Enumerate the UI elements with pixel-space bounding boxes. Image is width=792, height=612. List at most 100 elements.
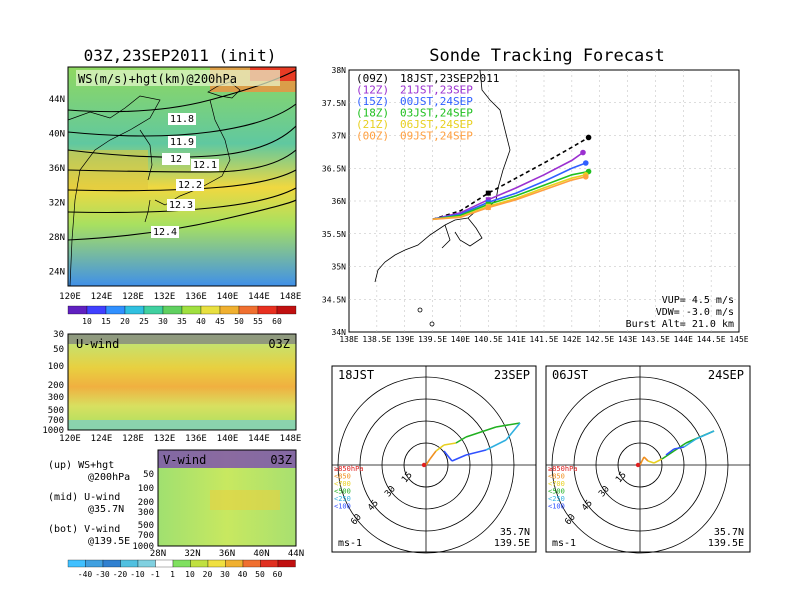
map-colorbar-tick: 60 [272,317,282,326]
hodograph-trace [647,460,655,464]
hodograph-lon: 139.5E [708,538,744,549]
hodograph-trace [495,422,521,428]
vup-text: VUP= 4.5 m/s [662,295,734,306]
v-colorbar-tick: 30 [220,570,230,579]
track-x-tick-label: 138E [339,335,358,344]
v-colorbar-swatch [190,559,209,568]
track-legend-utc: (21Z) [356,118,389,131]
track-x-tick-label: 141.5E [530,335,559,344]
track-legend-utc: (09Z) [356,72,389,85]
map-colorbar-tick: 25 [139,317,149,326]
hodograph-trace [661,450,675,460]
v-colorbar-tick: 20 [203,570,213,579]
hodograph-lon: 139.5E [494,538,530,549]
map-contour-label: 12.1 [193,160,217,171]
u-wind-y-tick-label: 1000 [42,426,64,436]
v-wind-time: 03Z [270,453,292,467]
hodograph-trace [455,436,467,444]
u-wind-x-tick-label: 124E [91,434,113,444]
map-y-tick-label: 36N [49,164,65,174]
track-x-tick-label: 140.5E [474,335,503,344]
map-colorbar-swatch [105,305,126,315]
legend-bot-line2: @139.5E [88,536,130,547]
map-contour-label-bg [168,136,196,148]
vdw-text: VDW= -3.0 m/s [656,307,734,318]
hodograph-date: 23SEP [494,368,530,382]
u-wind-y-tick-label: 300 [48,393,64,403]
track-series-line [432,151,584,221]
legend-up-line1: (up) WS+hgt [48,460,114,471]
hodograph-time: 06JST [552,368,588,382]
u-wind-x-tick-label: 148E [280,434,302,444]
hodograph-trace [465,432,479,438]
hodograph-trace [451,454,467,462]
map-x-tick-label: 124E [91,292,113,302]
u-wind-time: 03Z [268,337,290,351]
hodograph-units: ms-1 [552,538,576,549]
track-lines [432,134,592,221]
track-burst-point [585,134,592,141]
hodograph-level-label: <850 [334,473,351,481]
v-colorbar-tick: 10 [185,570,195,579]
hodograph-trace [639,456,645,466]
hodograph-trace [695,430,715,440]
hodograph-level-label: <700 [548,480,565,488]
map-x-tick-label: 128E [122,292,144,302]
left-legend: (up) WS+hgt @200hPa (mid) U-wind @35.7N … [48,460,130,547]
v-colorbar-swatch [102,559,121,568]
v-colorbar-swatch [277,559,296,568]
map-x-tick-label: 144E [248,292,270,302]
hodograph-trace [665,448,675,456]
hodograph-lat: 35.7N [500,527,530,538]
track-x-tick-label: 141E [507,335,526,344]
hodograph-ring [337,376,515,554]
hodograph-origin-dot [635,462,641,468]
track-legend-jst: 18JST,23SEP2011 [400,72,499,85]
hodograph-level-label: <100 [334,503,351,511]
hodograph-level-label: <700 [334,480,351,488]
hodograph-level-label: ≥850hPa [334,465,364,473]
map-contour-labels: 11.8 11.9 12 12.1 12.2 12.3 12.4 [151,113,219,238]
hodograph-ring [359,398,493,532]
hodograph-level-label: <850 [548,473,565,481]
v-colorbar-swatch [137,559,156,568]
track-series-line [432,170,589,221]
legend-up-line2: @200hPa [88,472,130,483]
map-colorbar-tick: 35 [177,317,187,326]
map-contour-label-bg [162,153,190,165]
map-contour-label: 11.8 [170,114,194,125]
v-colorbar-tick: -1 [150,570,160,579]
u-wind-x-tick-label: 144E [248,434,270,444]
map-colorbar-swatch [238,305,259,315]
hodograph-trace [653,458,663,464]
v-colorbar-swatch [225,559,244,568]
track-legend-jst: 21JST,23SEP [400,84,473,97]
track-x-tick-label: 139.5E [418,335,447,344]
v-colorbar-tick: -10 [130,570,145,579]
hodograph-trace [429,450,437,460]
track-x-tick-label: 144E [674,335,693,344]
legend-mid-line2: @35.7N [88,504,124,515]
map-colorbar-swatch [124,305,145,315]
track-legend-jst: 06JST,24SEP [400,118,473,131]
hodograph-trace [485,439,507,451]
track-y-tick-label: 34N [332,328,347,337]
track-x-ticks: 138E 138.5E 139E 139.5E 140E 140.5E 141E 141.5E… [339,335,748,344]
map-field-label: WS(m/s)+hgt(km)@200hPa [78,72,237,86]
map-colorbar-swatch [86,305,107,315]
track-x-tick-label: 142.5E [585,335,614,344]
map-x-tick-label: 120E [59,292,81,302]
u-wind-y-tick-label: 700 [48,416,64,426]
hodograph-trace [505,422,521,441]
track-burst-point [582,173,589,180]
track-x-tick-label: 143E [618,335,637,344]
map-y-tick-label: 24N [49,268,65,278]
map-colorbar-tick: 20 [120,317,130,326]
v-colorbar-swatch [260,559,279,568]
hodograph-trace [673,446,685,450]
map-colorbar-swatch [257,305,278,315]
u-wind-y-tick-label: 100 [48,362,64,372]
